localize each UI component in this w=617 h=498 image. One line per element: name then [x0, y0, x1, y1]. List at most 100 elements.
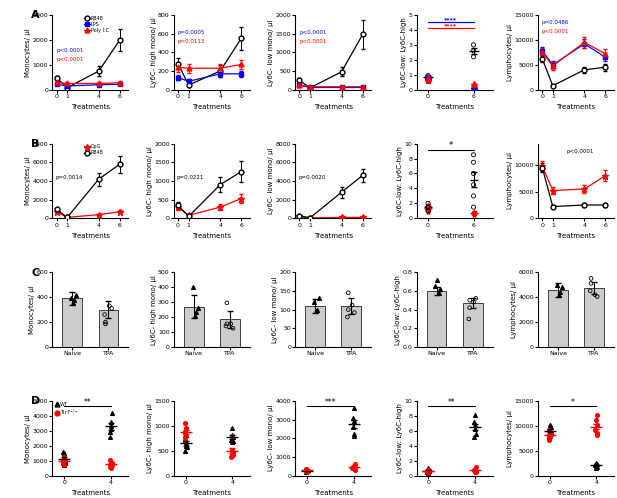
Point	[423, 75, 433, 83]
Point	[349, 465, 358, 473]
X-axis label: Treatments: Treatments	[313, 233, 353, 239]
Point	[468, 298, 478, 306]
Point	[107, 304, 117, 312]
Point	[342, 313, 352, 321]
Point	[106, 464, 116, 472]
Point	[470, 467, 480, 475]
Text: p=0.0014: p=0.0014	[56, 175, 83, 180]
Y-axis label: Lymphocytes/ μl: Lymphocytes/ μl	[511, 281, 517, 338]
Y-axis label: Ly6C- low mono/ μl: Ly6C- low mono/ μl	[272, 276, 278, 343]
Y-axis label: Ly6C- low mono/ μl: Ly6C- low mono/ μl	[268, 19, 274, 86]
Point	[58, 448, 68, 456]
Point	[314, 294, 324, 302]
Point	[59, 461, 69, 469]
X-axis label: Treatments: Treatments	[557, 233, 595, 239]
Text: B: B	[31, 139, 39, 149]
Point	[181, 431, 191, 439]
Bar	[548, 290, 568, 347]
Text: p<0.0001: p<0.0001	[299, 39, 326, 44]
Point	[464, 315, 474, 323]
Point	[303, 467, 313, 475]
Point	[552, 281, 561, 289]
Y-axis label: Ly6C-low: Ly6C-high: Ly6C-low: Ly6C-high	[397, 146, 404, 216]
Point	[471, 294, 481, 302]
X-axis label: Treatments: Treatments	[557, 105, 595, 111]
Point	[423, 75, 433, 83]
Point	[104, 302, 114, 310]
Y-axis label: Ly6C-low: Ly6C-high: Ly6C-low: Ly6C-high	[401, 17, 407, 87]
Point	[349, 462, 358, 470]
Point	[546, 423, 556, 431]
Text: ***: ***	[325, 398, 336, 407]
Y-axis label: Monocytes/ μl: Monocytes/ μl	[25, 156, 31, 205]
Y-axis label: Lymphocytes/ μl: Lymphocytes/ μl	[507, 152, 513, 210]
Text: p=0.0005: p=0.0005	[178, 30, 205, 35]
Point	[68, 299, 78, 307]
Point	[301, 466, 311, 474]
Text: C: C	[31, 268, 39, 278]
Point	[471, 463, 481, 471]
Point	[227, 431, 237, 439]
Point	[471, 430, 481, 438]
Point	[193, 304, 202, 312]
Text: D: D	[31, 396, 41, 406]
Point	[302, 466, 312, 474]
Point	[468, 169, 478, 177]
Point	[545, 429, 555, 437]
Point	[555, 287, 565, 295]
Point	[106, 456, 115, 464]
Point	[59, 457, 68, 465]
Point	[72, 291, 81, 299]
Bar	[62, 298, 82, 347]
Point	[60, 454, 70, 462]
Point	[349, 404, 358, 412]
Point	[433, 276, 442, 284]
Bar	[584, 288, 604, 347]
Point	[222, 320, 232, 328]
Point	[423, 203, 433, 211]
Text: p<0.0001: p<0.0001	[542, 29, 569, 34]
Point	[106, 422, 116, 430]
Point	[302, 465, 312, 473]
Point	[468, 211, 478, 219]
Point	[544, 434, 554, 442]
X-axis label: Treatments: Treatments	[435, 491, 474, 497]
Point	[465, 304, 474, 312]
Y-axis label: Lymphocytes/ μl: Lymphocytes/ μl	[507, 410, 513, 467]
Point	[303, 466, 313, 474]
Point	[468, 47, 478, 55]
Point	[586, 279, 596, 287]
Point	[180, 433, 190, 441]
Point	[423, 468, 433, 476]
Point	[423, 203, 433, 211]
Text: **: **	[83, 398, 91, 407]
Point	[66, 294, 76, 302]
X-axis label: Treatments: Treatments	[71, 491, 110, 497]
Point	[221, 322, 231, 330]
Point	[59, 455, 68, 463]
Y-axis label: Lymphocytes/ μl: Lymphocytes/ μl	[507, 24, 513, 81]
Point	[226, 424, 236, 432]
Point	[423, 73, 433, 81]
X-axis label: Treatments: Treatments	[557, 491, 595, 497]
Y-axis label: Ly6C- low mono/ μl: Ly6C- low mono/ μl	[268, 148, 274, 214]
Point	[348, 463, 358, 471]
Point	[468, 158, 478, 166]
Point	[58, 460, 68, 468]
Point	[101, 318, 110, 326]
Point	[545, 428, 555, 436]
Point	[423, 76, 433, 84]
Point	[544, 431, 554, 439]
X-axis label: Treatments: Treatments	[71, 233, 110, 239]
Point	[592, 421, 602, 429]
Point	[228, 432, 238, 440]
Point	[222, 299, 232, 307]
Point	[468, 80, 478, 88]
X-axis label: Treatments: Treatments	[193, 491, 231, 497]
Text: p<0.0001: p<0.0001	[567, 148, 594, 153]
Point	[228, 448, 238, 456]
Legend: CpG, R848: CpG, R848	[84, 144, 104, 155]
Point	[423, 468, 433, 476]
Point	[592, 463, 602, 471]
X-axis label: Treatments: Treatments	[313, 105, 353, 111]
